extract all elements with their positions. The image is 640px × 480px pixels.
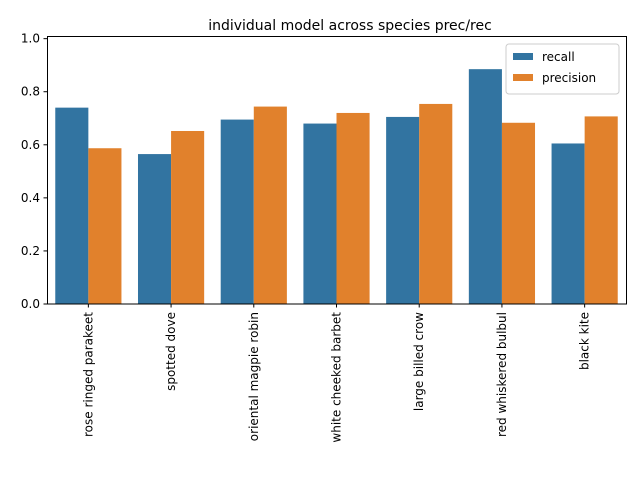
chart-title: individual model across species prec/rec xyxy=(208,18,492,34)
legend-swatch-precision xyxy=(513,74,533,81)
bar-precision xyxy=(501,122,536,305)
bar-precision xyxy=(253,106,287,304)
x-axis: rose ringed parakeet spotted dove oriental… xyxy=(81,304,592,443)
bar-precision xyxy=(88,148,122,304)
y-tick-label: 1.0 xyxy=(21,32,40,46)
bar-recall xyxy=(137,154,172,304)
bar-precision xyxy=(171,130,205,304)
bar-precision xyxy=(336,112,370,304)
bar-recall xyxy=(551,143,585,304)
legend-label-recall: recall xyxy=(542,50,575,64)
bar-recall xyxy=(386,116,420,305)
y-tick-label: 0.6 xyxy=(21,138,40,152)
x-tick-label: oriental magpie robin xyxy=(247,312,261,441)
y-tick-label: 0.0 xyxy=(21,297,40,311)
legend-box xyxy=(505,43,620,95)
y-tick-label: 0.2 xyxy=(21,244,40,258)
legend: recall precision xyxy=(505,43,620,95)
bar-recall xyxy=(468,69,502,304)
x-tick-label: spotted dove xyxy=(164,312,178,391)
y-axis: 0.0 0.2 0.4 0.6 0.8 1.0 xyxy=(21,32,47,311)
bar-precision xyxy=(584,116,618,305)
bar-precision xyxy=(419,103,453,305)
y-tick-label: 0.4 xyxy=(21,191,40,205)
y-tick-label: 0.8 xyxy=(21,85,40,99)
x-tick-label: red whiskered bulbul xyxy=(495,312,509,437)
bars-group xyxy=(55,69,618,305)
plot-frame xyxy=(47,36,627,305)
x-tick-label: large billed crow xyxy=(412,312,426,411)
bar-recall xyxy=(220,119,254,304)
x-tick-label: black kite xyxy=(578,312,592,370)
legend-swatch-recall xyxy=(513,53,533,60)
bar-recall xyxy=(303,123,337,304)
x-tick-label: white cheeked barbet xyxy=(330,312,344,443)
legend-label-precision: precision xyxy=(542,71,596,85)
x-tick-label: rose ringed parakeet xyxy=(81,312,95,437)
bar-recall xyxy=(55,107,89,304)
